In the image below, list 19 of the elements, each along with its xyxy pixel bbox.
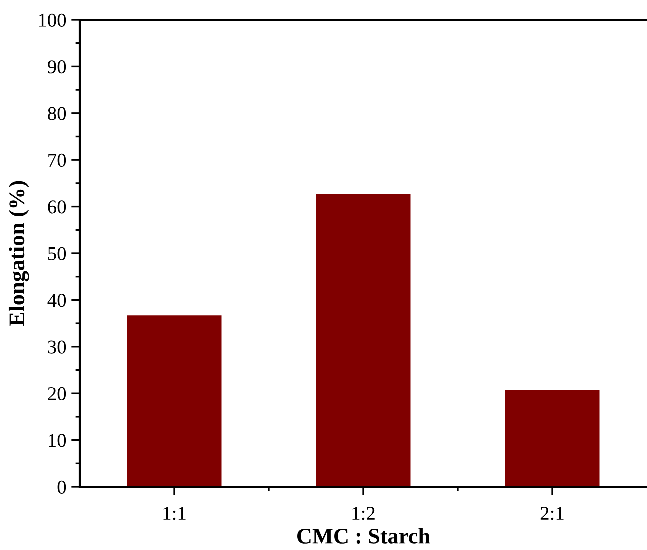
x-tick-label: 2:1 — [540, 507, 564, 520]
bar — [505, 390, 600, 487]
y-tick-label: 90 — [48, 60, 66, 74]
y-tick-label: 100 — [39, 14, 66, 27]
y-tick-label: 40 — [48, 294, 66, 308]
x-axis-title: CMC : Starch — [298, 528, 430, 544]
y-tick-label: 30 — [48, 340, 66, 354]
y-tick-label: 50 — [48, 247, 66, 260]
y-axis-title: Elongation (%) — [8, 181, 30, 326]
y-tick-label: 70 — [48, 154, 66, 168]
bar — [316, 194, 411, 487]
y-tick-label: 20 — [48, 387, 66, 401]
y-tick-label: 60 — [48, 200, 66, 214]
bar — [127, 316, 222, 487]
x-tick-label: 1:1 — [164, 507, 186, 520]
x-tick-label: 1:2 — [352, 507, 375, 520]
y-tick-label: 0 — [58, 480, 66, 494]
y-tick-label: 10 — [49, 434, 66, 448]
y-tick-label: 80 — [48, 107, 66, 120]
